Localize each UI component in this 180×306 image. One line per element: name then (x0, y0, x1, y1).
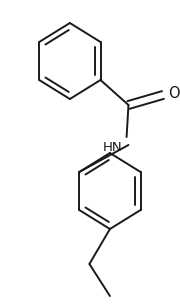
Text: O: O (168, 85, 180, 100)
Text: HN: HN (102, 140, 122, 154)
